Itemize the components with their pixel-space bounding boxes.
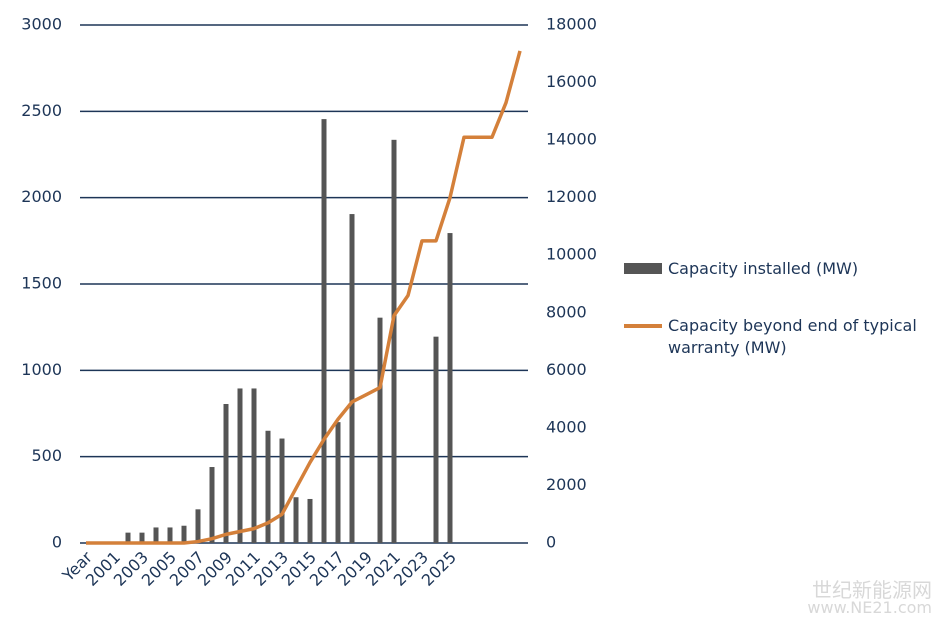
watermark: www.NE21.com [807,598,932,617]
y2-tick-label: 2000 [546,475,587,494]
y-tick-label: 2000 [21,187,62,206]
y-tick-label: 1000 [21,360,62,379]
bar [279,438,285,543]
bar [321,119,327,543]
bar [153,527,159,543]
bar [125,532,131,543]
y2-tick-label: 6000 [546,360,587,379]
y-tick-label: 3000 [21,15,62,34]
bar [265,430,271,543]
bar [195,509,201,543]
bar [377,317,383,543]
bar [251,388,257,543]
legend-swatch [624,263,662,274]
line [86,50,522,545]
watermark: 世纪新能源网 [812,578,932,602]
y2-tick-label: 14000 [546,130,597,149]
y2-tick-label: 0 [546,533,556,552]
y-tick-label: 1500 [21,274,62,293]
bar [167,527,173,543]
bar [209,467,215,543]
bar [335,422,341,543]
y2-tick-label: 16000 [546,72,597,91]
y-tick-label: 0 [52,533,62,552]
bar [391,139,397,543]
y-tick-label: 2500 [21,101,62,120]
bar [181,525,187,543]
bar [349,214,355,543]
bar [307,498,313,543]
y-tick-label: 500 [31,446,62,465]
bar [139,532,145,543]
bar [223,404,229,543]
legend-label: Capacity beyond end of typical warranty … [668,316,917,357]
bar [433,336,439,543]
y2-tick-label: 4000 [546,417,587,436]
y2-tick-label: 8000 [546,302,587,321]
y2-tick-label: 18000 [546,15,597,34]
y2-tick-label: 12000 [546,187,597,206]
bar [293,497,299,543]
y2-tick-label: 10000 [546,245,597,264]
legend-label: Capacity installed (MW) [668,259,859,278]
bar [237,388,243,543]
bar [447,233,453,543]
